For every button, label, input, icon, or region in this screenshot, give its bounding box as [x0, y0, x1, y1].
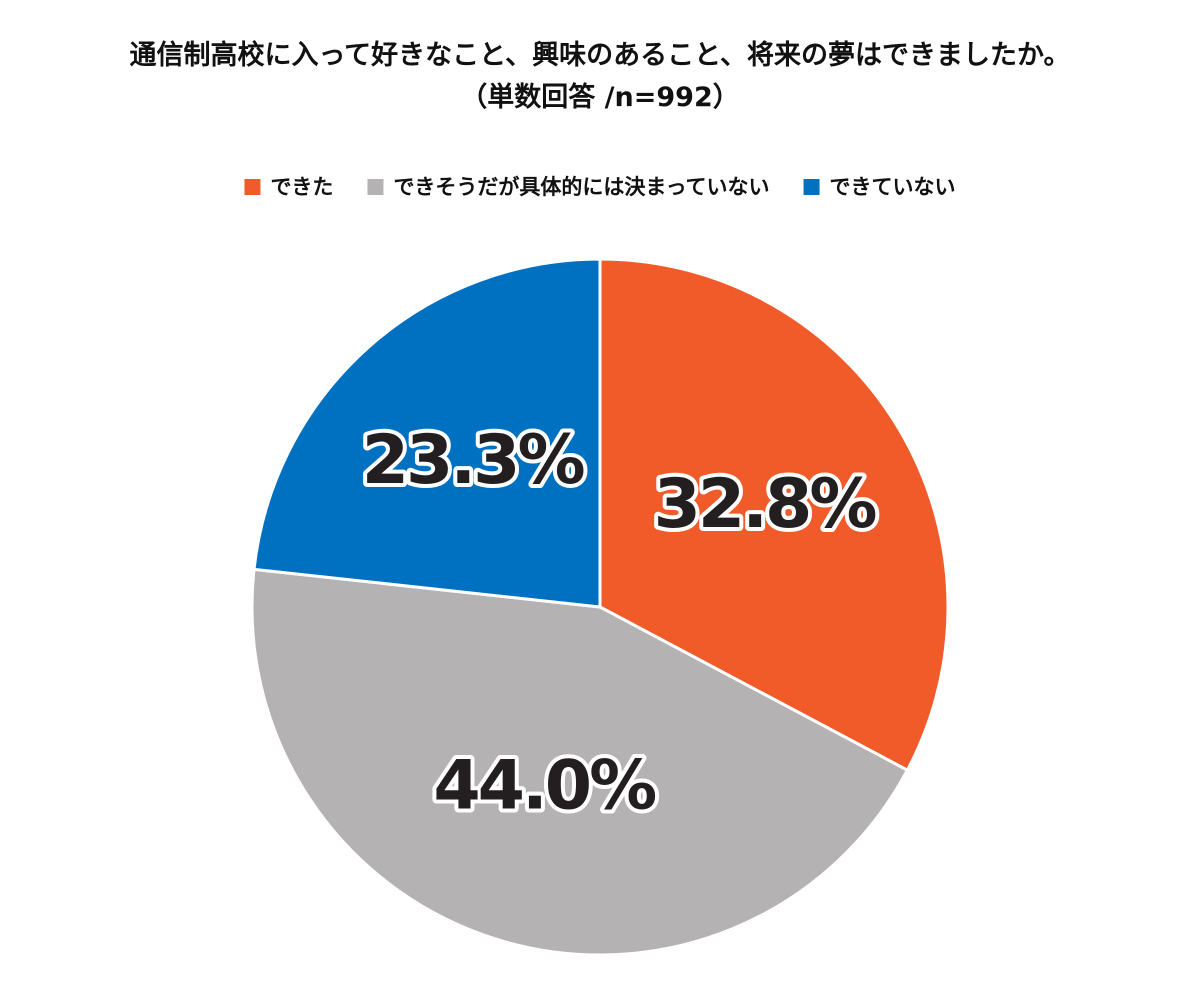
value-label: 32.8%: [654, 465, 876, 544]
legend-text: できた: [270, 175, 333, 199]
legend-text: できそうだが具体的には決まっていない: [393, 175, 769, 199]
value-label: 23.3%: [362, 421, 584, 500]
chart-subtitle: （単数回答 /n=992）: [460, 81, 739, 113]
legend-swatch: [803, 179, 820, 195]
pie-slice: [250, 567, 910, 957]
value-labels: 32.8% 44.0% 23.3%: [358, 417, 883, 829]
pie-slice: [598, 257, 950, 773]
legend-swatch: [244, 179, 261, 195]
chart-title: 通信制高校に入って好きなこと、興味のあること、将来の夢はできましたか。: [130, 39, 1071, 71]
value-label: 44.0%: [433, 747, 655, 826]
pie: [250, 257, 950, 957]
legend-swatch: [367, 179, 384, 195]
legend-item: できそうだが具体的には決まっていない: [367, 175, 770, 199]
legend-text: できていない: [830, 175, 956, 199]
pie-slice: [252, 257, 602, 609]
legend-item: できていない: [803, 175, 956, 199]
legend: できた できそうだが具体的には決まっていない できていない: [244, 175, 956, 199]
legend-item: できた: [244, 175, 333, 199]
